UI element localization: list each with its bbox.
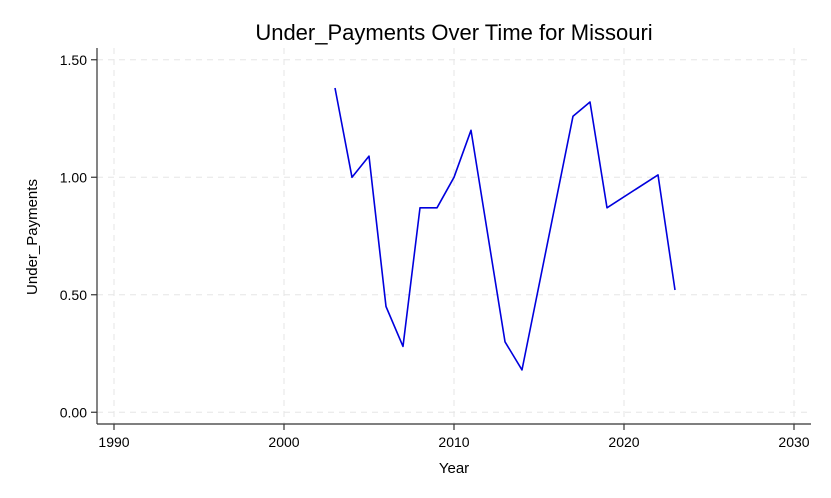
ticks: 1990 2000 2010 2020 2030 0.00 0.50 1.00 1.50 (60, 52, 810, 450)
x-tick-label-1: 2000 (268, 434, 299, 450)
y-tick-label-0: 0.00 (60, 404, 87, 420)
series-layer (334, 87, 676, 371)
y-tick-label-3: 1.50 (60, 52, 87, 68)
x-tick-label-2: 2010 (438, 434, 469, 450)
y-tick-label-2: 1.00 (60, 169, 87, 185)
chart-title: Under_Payments Over Time for Missouri (255, 20, 652, 45)
x-tick-label-0: 1990 (98, 434, 129, 450)
y-tick-label-1: 0.50 (60, 287, 87, 303)
y-axis-label: Under_Payments (24, 179, 41, 295)
x-tick-label-3: 2020 (608, 434, 639, 450)
x-tick-label-4: 2030 (778, 434, 809, 450)
series-line-0 (334, 87, 676, 371)
x-axis-label: Year (439, 460, 469, 477)
grid-lines (97, 48, 811, 424)
